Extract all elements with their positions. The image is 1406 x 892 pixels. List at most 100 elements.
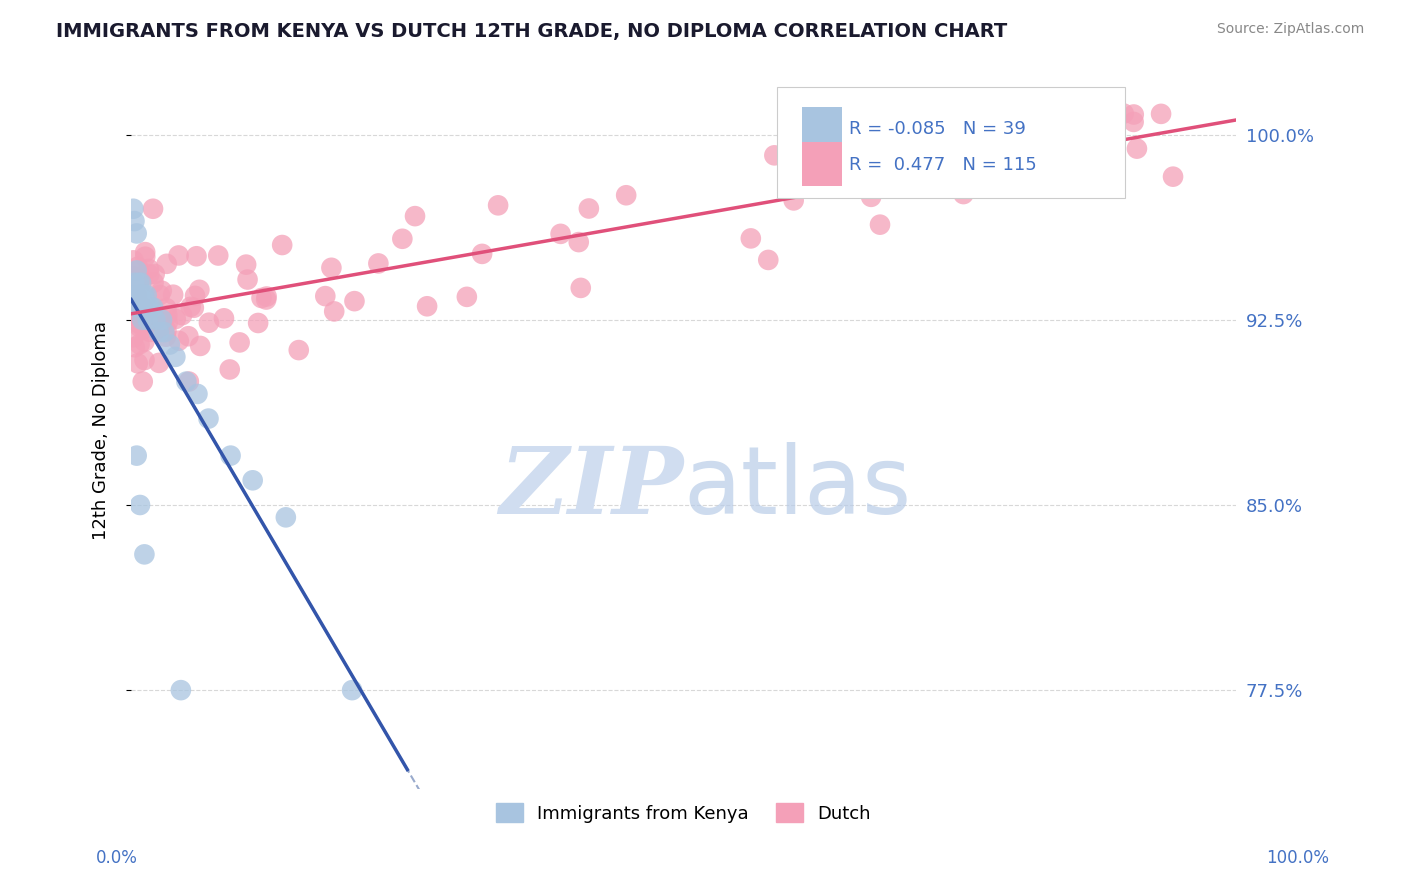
Point	[1102, 155, 1125, 169]
Point	[391, 232, 413, 246]
Point	[125, 227, 148, 241]
Point	[143, 267, 166, 281]
Point	[159, 337, 181, 351]
Point	[236, 272, 259, 286]
Point	[127, 260, 149, 274]
Point	[1112, 106, 1135, 120]
Point	[125, 288, 148, 302]
Point	[131, 288, 153, 302]
Point	[176, 375, 198, 389]
Point	[129, 301, 152, 315]
Point	[127, 356, 149, 370]
Point	[134, 353, 156, 368]
Point	[128, 320, 150, 334]
Point	[188, 339, 211, 353]
Point	[197, 411, 219, 425]
Point	[218, 362, 240, 376]
Point	[872, 154, 894, 169]
Point	[128, 337, 150, 351]
Point	[139, 301, 162, 315]
Point	[167, 334, 190, 348]
Point	[952, 187, 974, 202]
Point	[314, 289, 336, 303]
Text: atlas: atlas	[683, 442, 912, 534]
Point	[274, 510, 297, 524]
Point	[134, 245, 156, 260]
Text: Source: ZipAtlas.com: Source: ZipAtlas.com	[1216, 22, 1364, 37]
Point	[122, 269, 145, 284]
Point	[177, 375, 200, 389]
Point	[569, 281, 592, 295]
Point	[550, 227, 572, 241]
Point	[128, 276, 150, 290]
Point	[127, 316, 149, 330]
Point	[156, 309, 179, 323]
Point	[136, 310, 159, 324]
Point	[172, 308, 194, 322]
Point	[1043, 103, 1066, 117]
Point	[125, 449, 148, 463]
Point	[219, 449, 242, 463]
Text: 100.0%: 100.0%	[1265, 849, 1329, 867]
Point	[127, 301, 149, 315]
Point	[132, 301, 155, 315]
Point	[122, 253, 145, 268]
Point	[131, 313, 153, 327]
Point	[162, 287, 184, 301]
Point	[128, 307, 150, 321]
Point	[165, 350, 187, 364]
Point	[228, 335, 250, 350]
Point	[128, 271, 150, 285]
Point	[782, 194, 804, 208]
Point	[471, 247, 494, 261]
Point	[124, 276, 146, 290]
Point	[1005, 175, 1028, 189]
Text: ZIP: ZIP	[499, 443, 683, 533]
Point	[132, 375, 155, 389]
Point	[156, 315, 179, 329]
Point	[1126, 142, 1149, 156]
Point	[1062, 122, 1084, 136]
Point	[343, 294, 366, 309]
Point	[124, 288, 146, 302]
Point	[122, 330, 145, 344]
Point	[134, 288, 156, 302]
Point	[1161, 169, 1184, 184]
Point	[167, 248, 190, 262]
Point	[148, 311, 170, 326]
Point	[132, 322, 155, 336]
Point	[818, 142, 841, 156]
Point	[904, 151, 927, 165]
Point	[135, 301, 157, 315]
Point	[128, 272, 150, 286]
Point	[153, 325, 176, 339]
Point	[127, 288, 149, 302]
Point	[136, 313, 159, 327]
Text: R = -0.085   N = 39: R = -0.085 N = 39	[849, 120, 1026, 138]
Point	[287, 343, 309, 357]
Point	[150, 316, 173, 330]
Point	[129, 276, 152, 290]
Point	[125, 310, 148, 324]
Point	[568, 235, 591, 249]
FancyBboxPatch shape	[778, 87, 1125, 198]
Point	[198, 316, 221, 330]
Point	[614, 188, 637, 202]
Point	[156, 257, 179, 271]
Point	[763, 148, 786, 162]
Point	[122, 202, 145, 216]
Point	[148, 325, 170, 339]
Point	[155, 301, 177, 316]
Point	[138, 261, 160, 276]
Point	[188, 283, 211, 297]
Point	[177, 329, 200, 343]
Point	[150, 313, 173, 327]
Point	[1150, 107, 1173, 121]
Point	[149, 288, 172, 302]
Point	[207, 248, 229, 262]
Point	[129, 303, 152, 318]
Point	[869, 218, 891, 232]
Point	[170, 683, 193, 698]
Point	[134, 250, 156, 264]
Point	[146, 314, 169, 328]
